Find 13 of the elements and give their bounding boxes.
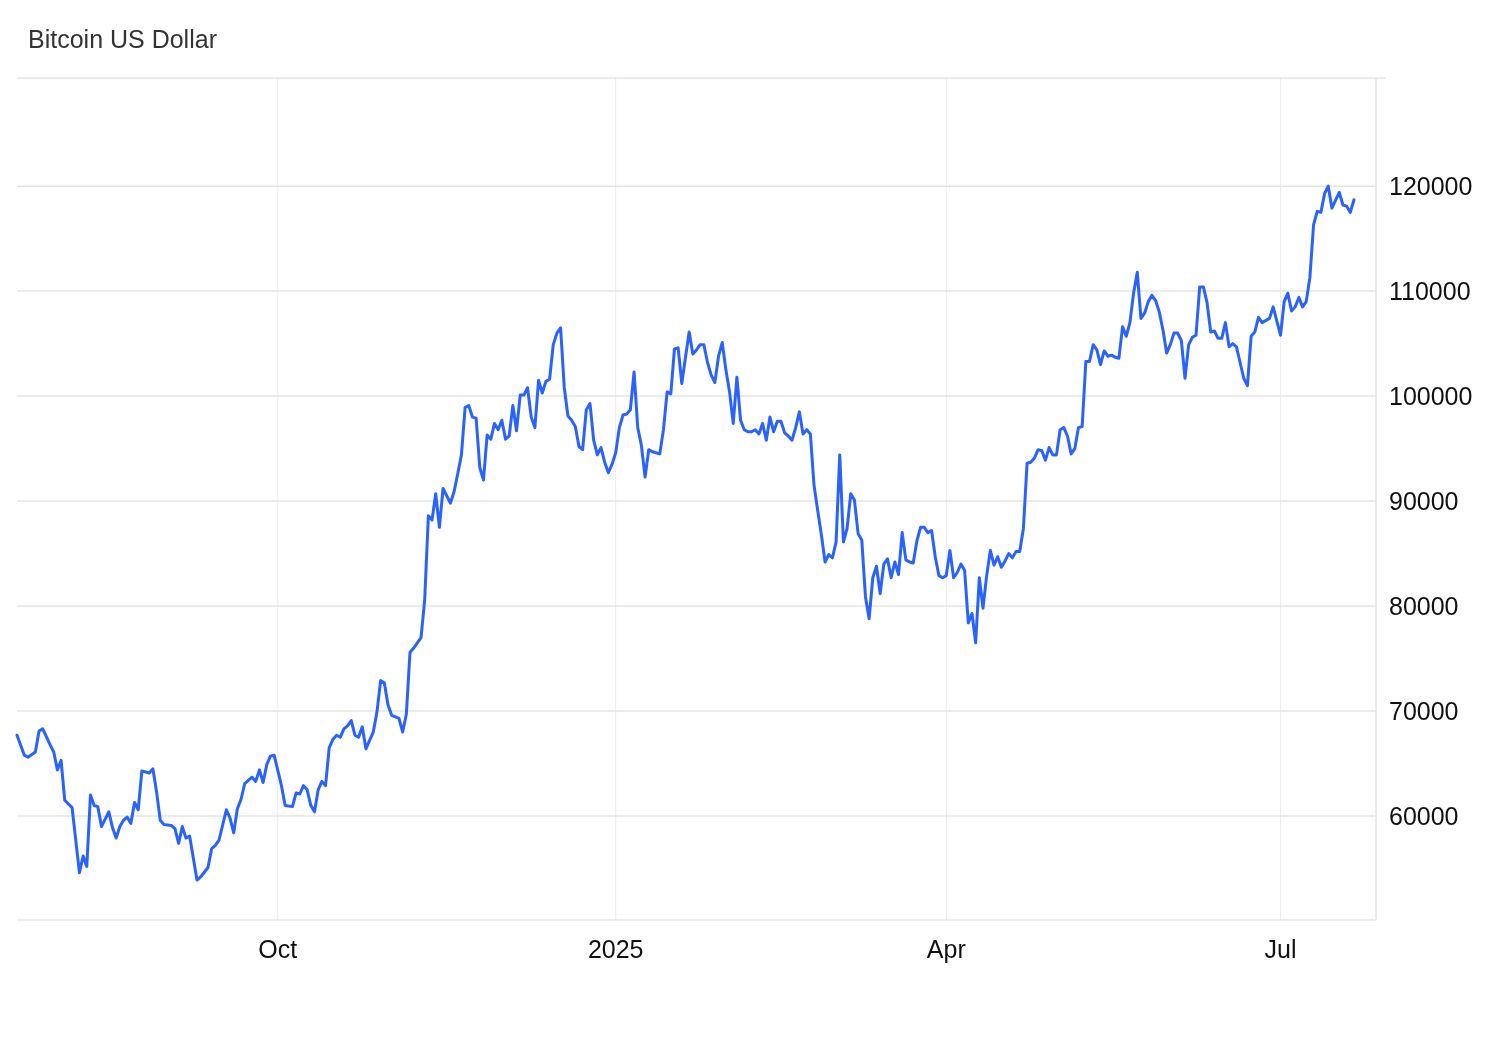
x-tick-label: Oct bbox=[258, 935, 298, 963]
x-tick-label: Jul bbox=[1264, 935, 1297, 963]
y-tick-label: 60000 bbox=[1389, 801, 1459, 830]
y-tick-label: 90000 bbox=[1389, 486, 1459, 515]
x-tick-label: 2025 bbox=[587, 935, 644, 963]
y-tick-label: 70000 bbox=[1389, 696, 1459, 725]
x-tick-label: Apr bbox=[926, 935, 966, 963]
y-tick-label: 120000 bbox=[1389, 171, 1473, 200]
chart-title: Bitcoin US Dollar bbox=[28, 25, 217, 53]
y-tick-label: 110000 bbox=[1389, 276, 1471, 305]
line-series bbox=[15, 184, 1356, 882]
y-tick-label: 100000 bbox=[1389, 381, 1473, 410]
y-tick-label: 80000 bbox=[1389, 591, 1459, 620]
